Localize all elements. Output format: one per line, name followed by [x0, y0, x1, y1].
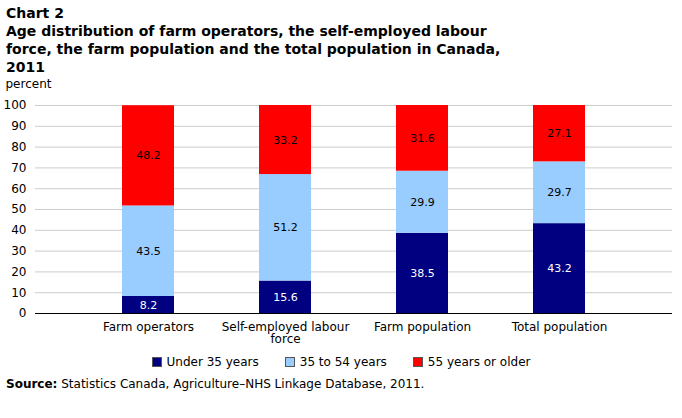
svg-text:29.9: 29.9 [410, 196, 435, 209]
html-text:Chart 2: Chart 2 [6, 5, 64, 21]
svg-text:percent: percent [6, 77, 52, 91]
svg-text:43.2: 43.2 [547, 262, 572, 275]
svg-text:31.6: 31.6 [410, 132, 435, 145]
html-text:35 to 54 years: 35 to 54 years [299, 355, 387, 369]
svg-text:33.2: 33.2 [273, 134, 298, 147]
svg-text:80: 80 [11, 140, 26, 154]
svg-text:30: 30 [11, 244, 26, 258]
svg-text:60: 60 [11, 182, 26, 196]
svg-text:40: 40 [11, 223, 26, 237]
svg-text:Self-employed labourforce: Self-employed labourforce [222, 320, 350, 346]
html-text:Age distribution of farm opera: Age distribution of farm operators, the … [6, 23, 501, 75]
html-text:Source: Statistics Canada, Agr: Source: Statistics Canada, Agriculture–N… [6, 377, 425, 391]
html-text:Under 35 years: Under 35 years [166, 355, 259, 369]
svg-text:70: 70 [11, 161, 26, 175]
svg-text:0: 0 [19, 306, 27, 320]
svg-text:51.2: 51.2 [273, 221, 298, 234]
html-text:55 years or older: 55 years or older [427, 355, 531, 369]
svg-text:100: 100 [4, 98, 27, 112]
svg-text:10: 10 [11, 286, 26, 300]
svg-text:8.2: 8.2 [140, 298, 158, 311]
svg-text:50: 50 [11, 202, 26, 216]
svg-text:90: 90 [11, 119, 26, 133]
svg-text:27.1: 27.1 [547, 127, 572, 140]
svg-text:29.7: 29.7 [547, 186, 572, 199]
svg-text:Total population: Total population [511, 320, 608, 334]
svg-text:48.2: 48.2 [136, 149, 161, 162]
svg-text:Farm population: Farm population [374, 320, 471, 334]
svg-text:20: 20 [11, 265, 26, 279]
svg-text:43.5: 43.5 [136, 245, 161, 258]
svg-text:Farm operators: Farm operators [103, 320, 194, 334]
svg-text:38.5: 38.5 [410, 267, 435, 280]
svg-text:15.6: 15.6 [273, 291, 298, 304]
